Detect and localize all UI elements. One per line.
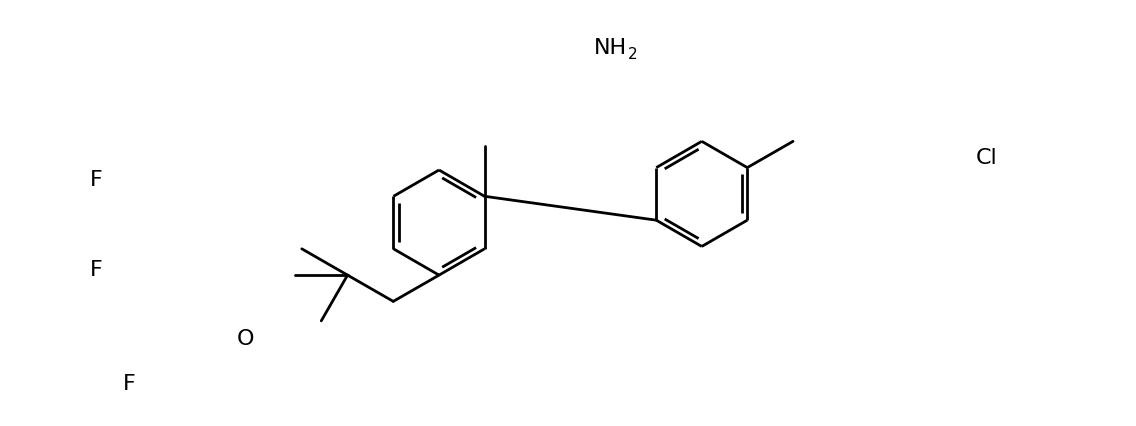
Text: F: F — [90, 260, 102, 280]
Text: NH: NH — [594, 38, 627, 58]
Text: F: F — [123, 374, 135, 394]
Text: F: F — [90, 170, 102, 190]
Text: 2: 2 — [628, 47, 637, 62]
Text: O: O — [237, 329, 254, 349]
Text: Cl: Cl — [976, 147, 997, 167]
